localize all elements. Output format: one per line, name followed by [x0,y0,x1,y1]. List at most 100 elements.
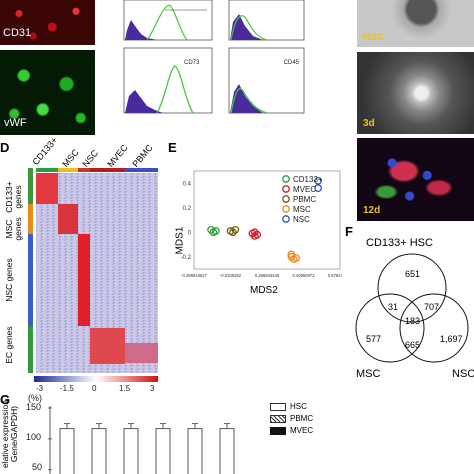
heatmap-block-ec-pbmc [125,343,158,363]
panel-f-letter: F [345,224,353,239]
mds-point-pbmc [226,227,235,235]
mds-ytick-label: 0 [188,230,192,236]
mds-ytick-label: 0.4 [183,181,192,187]
panel-a-cd31-image: CD31 [0,0,95,45]
colorbar-tick-0: 0 [92,384,97,393]
panel-e-letter: E [168,140,177,155]
group-bar-msc [28,204,33,234]
venn-title-cd133-hsc: CD133+ HSC [366,237,433,249]
mds-point-msc [287,252,296,261]
bar-hsc [155,428,171,474]
venn-count-nsc-only: 1,697 [440,334,463,344]
histogram-top-left [123,0,213,41]
mds-legend-label: MVEC [293,185,316,194]
mds-point-msc [292,254,301,262]
mds-ytick-label: 0.2 [183,206,192,212]
mds-legend-label: PBMC [293,195,316,204]
heatmap-block-ec [90,328,125,364]
heatmap-block-msc [58,204,78,234]
ytick-150: 150 [26,402,42,412]
mds-legend-marker [282,195,290,203]
mds-point-nsc [314,176,322,185]
bar-hsc [187,428,203,474]
heatmap-block-cd133 [36,173,58,204]
heatmap-column-labels: CD133+ MSC NSC MVEC PBMC [30,135,168,170]
cd45-label: CD45 [284,60,300,66]
venn-count-cd133-nsc: 707 [424,302,440,312]
panel-d-letter: D [0,140,10,155]
histogram-cd45: CD45 [228,47,305,114]
panel-g-bar-chart [48,406,235,474]
mds-plot-frame [193,170,341,270]
mds-legend-marker [282,185,290,193]
mds-point-mvec [253,230,262,239]
mds-legend-marker [282,175,290,183]
venn-label-nsc: NSC [452,368,474,380]
vwf-label: vWF [4,117,27,129]
legend-label-hsc: HSC [290,402,307,411]
mds-xtick-label: 0.40856972 [292,273,315,278]
row-label-nsc-genes: NSC genes [4,258,14,302]
group-bar-nsc [28,234,33,326]
mds-point-cd133 [212,227,220,235]
panel-c-12d-image: 12d [357,138,474,221]
colorbar-tick-minus1-5: -1.5 [60,384,74,393]
column-bar-msc [58,168,78,172]
panel-g-ylabel-line2: Gene/GAPDH) [9,405,19,463]
mds-ytick-label: -0.2 [181,255,192,261]
mds-legend-label: MSC [293,205,311,214]
column-label-cd133: CD133+ [30,135,60,167]
mds-point-pbmc [231,225,240,234]
column-bar-pbmc [125,168,158,172]
column-label-msc: MSC [60,147,81,169]
colorbar-tick-minus3: -3 [36,384,44,393]
histogram-cd73: CD73 [123,47,213,114]
heatmap-block-nsc [78,234,90,326]
panel-g-yticks: 150 100 50 [26,402,48,474]
mds-legend-marker [282,205,290,213]
venn-circle-cd133 [377,253,447,323]
mds-point-cd133 [207,225,215,234]
column-bar-cd133 [36,168,58,172]
row-label-cd133-line2: genes [13,185,23,209]
mds-point-nsc [314,184,322,192]
cd73-label: CD73 [184,60,200,66]
panel-a-vwf-image: vWF [0,50,95,135]
legend-label-pbmc: PBMC [290,414,314,423]
venn-count-msc-only: 577 [366,334,382,344]
bar-hsc [219,428,235,474]
row-label-msc-genes: MSC genes [4,213,23,245]
mds-legend-marker [282,215,290,223]
venn-circle-nsc [399,293,469,363]
nsc-image-label: NSC [363,32,385,43]
legend-swatch-pbmc [270,415,286,423]
colorbar-ticks: -3 -1.5 0 1.5 3 [34,384,158,396]
legend-swatch-mvec [270,427,286,435]
column-label-mvec: MVEC [105,142,130,169]
ytick-100: 100 [26,432,42,442]
mds-xtick-label: 0.266834445 [255,273,280,278]
row-label-msc-line2: genes [13,217,23,241]
bar-hsc [91,428,107,474]
mds-scatter-plot: 0.4 0.2 0 -0.2 -0.299918627 -0.0339282 0.26683… [181,170,342,278]
panel-g-letter: G [0,392,11,407]
venn-region-labels: 651 31 707 183 577 665 1,697 [350,250,474,380]
venn-count-cd133-only: 651 [405,269,421,279]
heatmap-colorbar [34,376,158,382]
venn-circle-msc [355,293,425,363]
mds2-axis-label: MDS2 [250,285,278,296]
12d-image-label: 12d [363,205,381,216]
row-label-ec-genes: EC genes [4,326,14,364]
group-bar-cd133 [28,168,33,204]
bar-hsc [123,428,139,474]
3d-image-label: 3d [363,118,375,129]
cd31-label: CD31 [3,27,32,39]
legend-label-mvec: MVEC [290,426,314,435]
mds-point-msc [287,250,296,259]
column-label-nsc: NSC [80,148,101,169]
panel-g-legend: HSC PBMC MVEC [270,402,360,438]
legend-swatch-hsc [270,403,286,411]
heatmap-row-labels: CD133+ genes MSC genes NSC genes EC gene… [0,170,28,375]
histogram-top-right [228,0,305,41]
panel-g-unit: (%) [28,393,42,403]
